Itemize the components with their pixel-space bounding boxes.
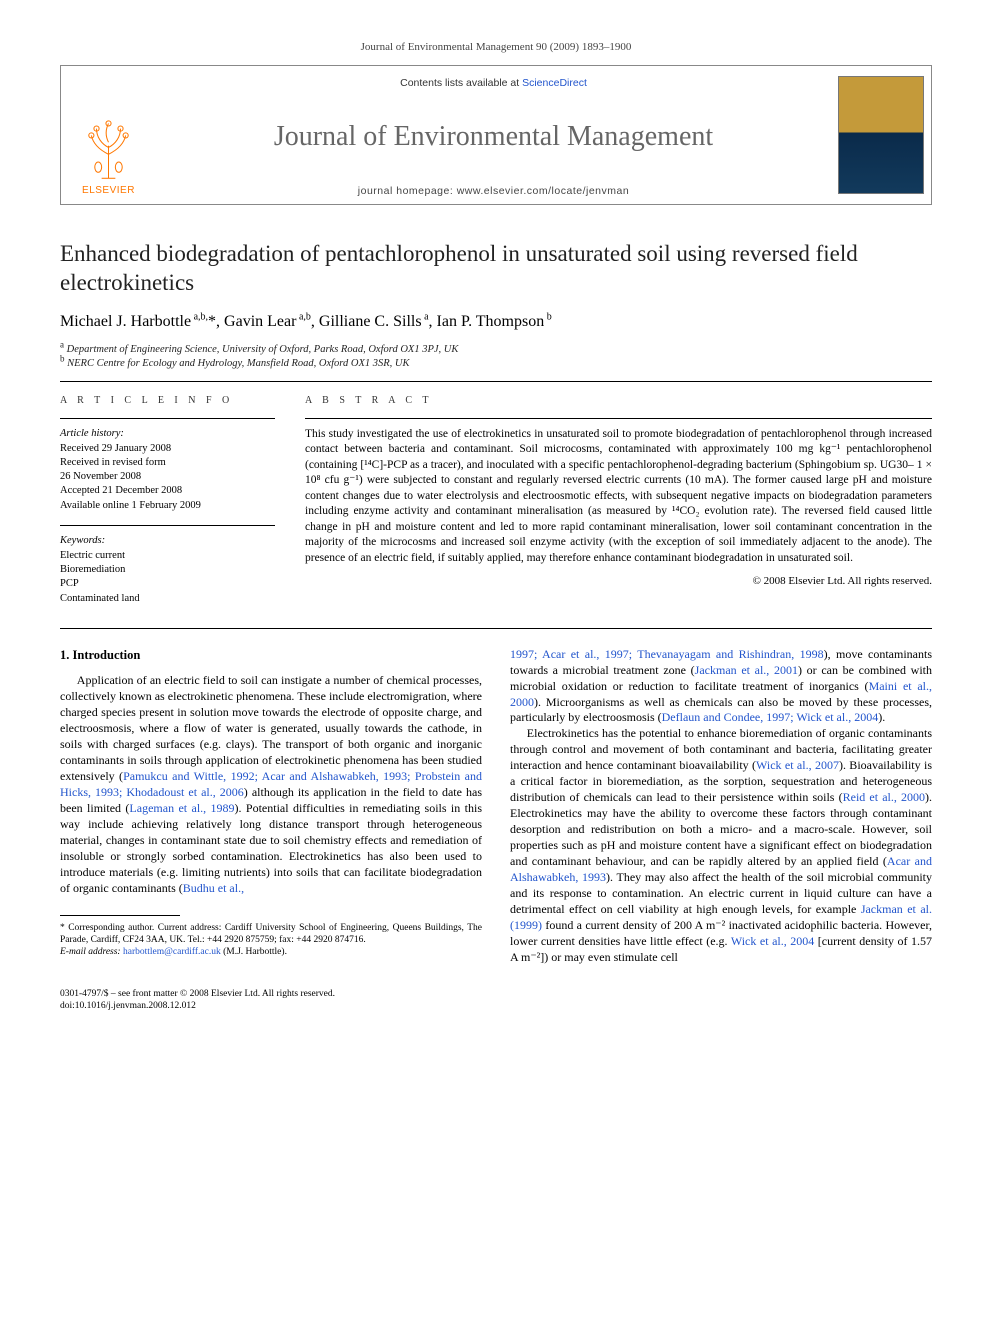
keywords-label: Keywords: <box>60 534 275 548</box>
journal-name: Journal of Environmental Management <box>164 118 823 156</box>
info-rule-2 <box>60 525 275 526</box>
author-4: Ian P. Thompson <box>437 313 545 330</box>
citation-3[interactable]: Budhu et al., <box>183 881 244 895</box>
section-1-heading: 1. Introduction <box>60 647 482 664</box>
history-line-2: 26 November 2008 <box>60 470 275 484</box>
author-1: Michael J. Harbottle <box>60 313 191 330</box>
citation-8[interactable]: Reid et al., 2000 <box>843 790 925 804</box>
info-rule <box>60 418 275 419</box>
keyword-3: Contaminated land <box>60 592 275 606</box>
history-label: Article history: <box>60 427 275 441</box>
publisher-label: ELSEVIER <box>82 184 135 198</box>
masthead: ELSEVIER Contents lists available at Sci… <box>60 65 932 205</box>
journal-cover-thumb <box>838 76 924 194</box>
email-line: E-mail address: harbottlem@cardiff.ac.uk… <box>60 946 482 958</box>
article-info: A R T I C L E I N F O Article history: R… <box>60 394 275 617</box>
masthead-center: Contents lists available at ScienceDirec… <box>156 66 831 204</box>
article-title: Enhanced biodegradation of pentachloroph… <box>60 240 932 298</box>
abstract-rule <box>305 418 932 419</box>
email-label: E-mail address: <box>60 947 123 957</box>
keyword-2: PCP <box>60 577 275 591</box>
corr-email-link[interactable]: harbottlem@cardiff.ac.uk <box>123 947 221 957</box>
author-3: Gilliane C. Sills <box>319 313 422 330</box>
page-footer: 0301-4797/$ – see front matter © 2008 El… <box>60 988 932 1013</box>
info-abstract-row: A R T I C L E I N F O Article history: R… <box>60 394 932 617</box>
cover-thumb-container <box>831 66 931 204</box>
body-col-left: 1. Introduction Application of an electr… <box>60 647 482 966</box>
author-list: Michael J. Harbottle a,b,*, Gavin Lear a… <box>60 311 932 333</box>
citation-11[interactable]: Wick et al., 2004 <box>731 934 814 948</box>
author-2: Gavin Lear <box>224 313 296 330</box>
rule-bottom <box>60 628 932 629</box>
intro-para-1: Application of an electric field to soil… <box>60 673 482 896</box>
publisher-block: ELSEVIER <box>61 66 156 204</box>
running-head: Journal of Environmental Management 90 (… <box>60 40 932 55</box>
intro-para-1-cont: 1997; Acar et al., 1997; Thevanayagam an… <box>510 647 932 727</box>
author-1-affil: a,b, <box>191 312 208 323</box>
journal-homepage: journal homepage: www.elsevier.com/locat… <box>164 184 823 198</box>
footnotes: * Corresponding author. Current address:… <box>60 922 482 959</box>
corr-marker: * <box>208 313 216 330</box>
body-columns: 1. Introduction Application of an electr… <box>60 647 932 966</box>
citation-2[interactable]: Lageman et al., 1989 <box>129 801 234 815</box>
footer-doi-line: doi:10.1016/j.jenvman.2008.12.012 <box>60 1000 932 1012</box>
author-4-affil: b <box>544 312 552 323</box>
intro-para-2: Electrokinetics has the potential to enh… <box>510 726 932 965</box>
sciencedirect-link[interactable]: ScienceDirect <box>522 77 587 89</box>
keywords-block: Keywords: Electric current Bioremediatio… <box>60 534 275 606</box>
affiliation-a: Department of Engineering Science, Unive… <box>67 344 459 355</box>
history-line-3: Accepted 21 December 2008 <box>60 484 275 498</box>
citation-3-cont[interactable]: 1997; Acar et al., 1997; Thevanayagam an… <box>510 647 824 661</box>
article-info-heading: A R T I C L E I N F O <box>60 394 275 408</box>
keyword-0: Electric current <box>60 549 275 563</box>
footnote-rule <box>60 915 180 916</box>
corresponding-author-note: * Corresponding author. Current address:… <box>60 922 482 947</box>
citation-4[interactable]: Jackman et al., 2001 <box>695 663 798 677</box>
abstract-heading: A B S T R A C T <box>305 394 932 408</box>
abstract: A B S T R A C T This study investigated … <box>305 394 932 617</box>
contents-list-line: Contents lists available at ScienceDirec… <box>164 76 823 90</box>
email-tail: (M.J. Harbottle). <box>221 947 287 957</box>
citation-6[interactable]: Deflaun and Condee, 1997; Wick et al., 2… <box>662 710 879 724</box>
history-line-1: Received in revised form <box>60 456 275 470</box>
abstract-copyright: © 2008 Elsevier Ltd. All rights reserved… <box>305 574 932 589</box>
history-line-0: Received 29 January 2008 <box>60 442 275 456</box>
article-history: Article history: Received 29 January 200… <box>60 427 275 513</box>
affiliation-b: NERC Centre for Ecology and Hydrology, M… <box>67 358 409 369</box>
keyword-1: Bioremediation <box>60 563 275 577</box>
history-line-4: Available online 1 February 2009 <box>60 499 275 513</box>
author-2-affil: a,b <box>296 312 310 323</box>
body-col-right: 1997; Acar et al., 1997; Thevanayagam an… <box>510 647 932 966</box>
affiliations: a Department of Engineering Science, Uni… <box>60 343 932 371</box>
footer-issn-line: 0301-4797/$ – see front matter © 2008 El… <box>60 988 932 1000</box>
elsevier-tree-icon <box>81 120 136 180</box>
citation-7[interactable]: Wick et al., 2007 <box>756 758 839 772</box>
author-3-affil: a <box>422 312 429 323</box>
rule-top <box>60 381 932 382</box>
contents-prefix: Contents lists available at <box>400 77 522 89</box>
abstract-text: This study investigated the use of elect… <box>305 427 932 567</box>
